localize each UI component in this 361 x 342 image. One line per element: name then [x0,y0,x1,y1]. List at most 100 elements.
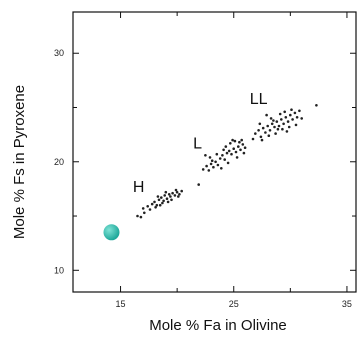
data-point [165,197,169,200]
data-point [293,111,297,115]
data-point [169,195,172,198]
data-point [154,206,157,209]
data-point [277,124,281,128]
data-point [208,156,212,159]
data-point [167,193,171,196]
data-point [197,183,200,186]
data-point [240,138,243,142]
data-point [210,159,214,162]
data-point [283,110,287,114]
data-point [315,104,318,107]
data-point [281,127,284,131]
data-point [222,148,225,152]
data-point [241,143,245,146]
data-point [205,164,208,168]
data-point [212,165,215,169]
data-point [156,195,160,198]
data-point [264,131,267,134]
data-point [286,120,290,123]
data-point [162,199,165,203]
plot-frame [72,11,357,293]
data-point [285,130,289,133]
data-point [276,127,280,131]
data-point [274,132,277,135]
data-point [243,146,247,149]
data-point [225,151,229,155]
data-point [175,190,179,194]
data-point [239,148,242,152]
data-point [234,150,238,154]
data-point [272,119,275,122]
data-point [233,139,237,143]
data-point [275,120,279,123]
data-point [284,116,288,119]
data-point [136,214,139,218]
data-point [173,194,177,197]
data-point [204,154,207,157]
data-point [229,142,232,145]
data-point [242,151,246,155]
data-point [270,122,274,126]
data-point [266,124,270,128]
data-point [163,194,166,197]
highlight-marker [103,224,120,241]
data-point [268,129,272,132]
data-point [226,161,230,165]
data-point [260,138,264,142]
data-point [290,108,293,111]
data-point [295,116,299,119]
data-point [251,137,255,141]
data-point [166,200,170,204]
y-axis-title: Mole % Fs in Pyroxene [11,85,28,239]
data-point [160,196,163,199]
data-point [143,211,146,215]
data-point [139,215,143,219]
data-point [258,122,262,126]
x-tick-label: 15 [116,299,126,309]
x-tick-label: 35 [342,299,352,309]
data-point [171,191,174,195]
data-point [267,134,271,137]
data-point [158,203,162,207]
data-point [174,188,178,192]
data-point [177,195,180,198]
data-point [157,198,161,202]
data-point [237,145,240,148]
data-point [254,132,257,135]
data-point [238,140,241,144]
data-point [207,169,211,172]
data-point [214,160,217,164]
data-point [300,117,304,120]
data-point [298,109,301,113]
data-point [231,138,234,142]
data-point [148,208,152,211]
data-point [178,193,181,196]
data-point [146,205,149,208]
data-point [230,152,233,156]
data-point [257,129,260,132]
data-point [150,202,154,206]
data-point [259,135,263,139]
data-point [282,122,285,126]
data-point [261,126,265,130]
data-point [223,158,226,161]
data-point [227,149,231,153]
data-point [153,200,156,204]
data-point [221,154,224,157]
data-point [155,203,159,207]
group-label: H [133,179,145,196]
data-point [218,157,222,160]
y-tick-label: 10 [54,265,64,275]
data-point [141,207,145,210]
data-point [291,118,294,121]
data-point [201,168,205,171]
y-tick-label: 20 [54,157,64,167]
data-point [280,118,283,121]
data-point [161,201,164,205]
data-point [235,156,239,159]
group-label: LL [250,91,268,108]
group-label: L [193,136,202,153]
x-axis-title: Mole % Fa in Olivine [149,317,287,334]
